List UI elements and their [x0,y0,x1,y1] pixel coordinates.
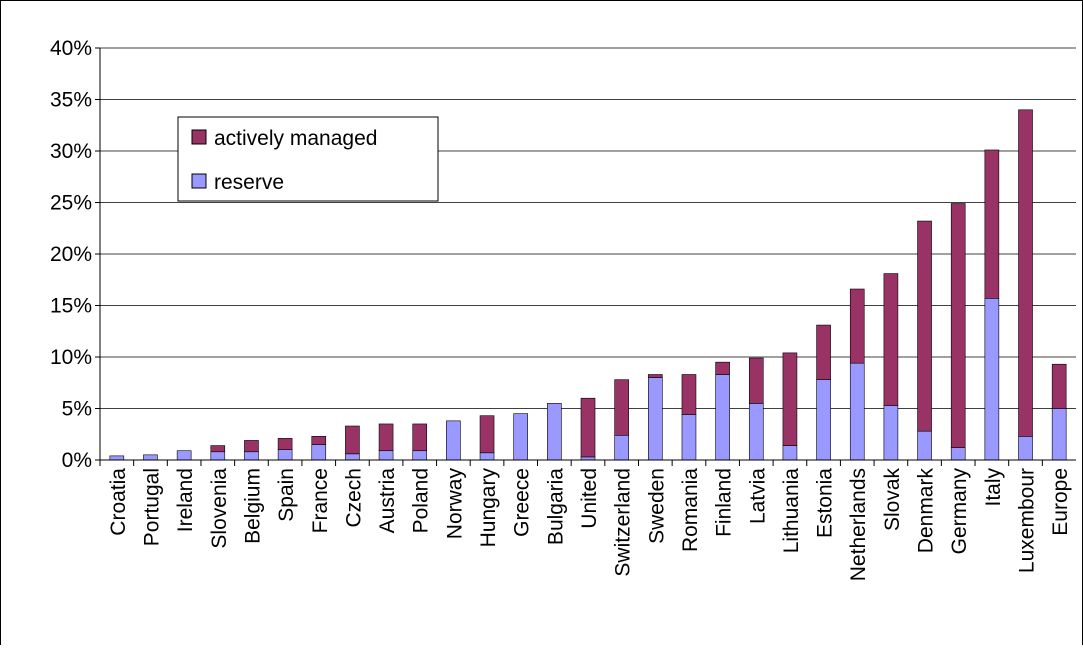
bar [311,436,327,445]
bar [513,413,528,461]
bar [782,445,798,461]
legend-box [177,116,439,202]
bar [748,357,764,404]
bar [648,377,663,461]
bar [210,451,226,461]
bar [849,288,865,364]
x-tick-label: Croatia [107,468,130,536]
bar [950,447,966,461]
x-tick-label: Sweden [645,468,668,544]
bar [345,453,360,461]
y-tick-label: 5% [62,398,92,421]
bar [176,450,192,461]
x-tick-label: Greece [511,468,534,537]
y-tick-label: 30% [50,140,92,163]
bar [1018,109,1033,437]
bar [109,455,125,461]
bar [849,362,865,461]
legend-swatch [191,173,207,189]
x-tick-label: Latvia [746,468,769,524]
bar [984,149,1000,299]
legend-swatch [191,129,207,145]
bar [614,379,629,436]
y-tick-label: 15% [50,295,92,318]
x-tick-label: France [309,468,332,533]
bar [883,405,899,461]
x-tick-label: Bulgaria [544,468,567,545]
bar [681,374,697,415]
y-tick-label: 25% [50,192,92,215]
x-tick-label: Luxembour [1016,468,1039,573]
bar [277,438,293,450]
y-tick-label: 10% [50,346,92,369]
x-tick-label: Czech [342,468,365,528]
bar [681,414,697,461]
bar [715,361,730,375]
y-tick-label: 40% [50,37,92,60]
y-tick-label: 0% [62,449,92,472]
bar [1051,408,1067,461]
bar [345,425,360,455]
x-tick-label: Italy [982,468,1005,507]
bar [143,454,158,461]
bar [412,450,428,461]
bar [614,434,629,461]
x-tick-label: Spain [275,468,298,522]
legend-label: reserve [214,171,284,194]
bar [748,403,764,461]
x-tick-label: Slovak [881,468,904,532]
y-tick-label: 20% [50,243,92,266]
x-tick-label: Europe [1049,468,1072,536]
x-tick-label: Switzerland [612,468,635,577]
x-tick-label: Austria [376,468,399,534]
x-tick-label: Romania [679,468,702,552]
bar [479,452,495,461]
x-tick-label: Ireland [174,468,197,532]
x-tick-label: Netherlands [847,468,870,581]
x-tick-label: Estonia [814,468,837,538]
bar [244,451,259,461]
x-tick-label: Germany [948,468,971,555]
bar [479,415,495,454]
bar [984,297,1000,461]
bar [446,420,461,461]
bar [883,273,899,406]
x-tick-label: Slovenia [208,468,231,549]
x-tick-label: Lithuania [780,468,803,554]
legend-label: actively managed [214,127,377,150]
bar [378,423,394,452]
bar [917,220,932,432]
bar [311,444,327,461]
bar [950,203,966,448]
x-tick-label: Finland [713,468,736,537]
bar [210,445,226,453]
bar [378,450,394,461]
x-tick-label: Denmark [915,468,938,554]
x-tick-label: Hungary [477,468,500,548]
x-tick-label: Portugal [140,468,163,546]
bar [782,352,798,446]
bar [244,440,259,453]
x-tick-label: Poland [410,468,433,533]
bar [1018,436,1033,461]
bar [917,430,932,461]
x-tick-label: Belgium [241,468,264,544]
bar [580,397,596,458]
bar [715,374,730,461]
y-tick-label: 35% [50,89,92,112]
bar [412,423,428,452]
x-tick-label: Norway [443,468,466,540]
bar [816,379,831,461]
bar [547,403,562,461]
bar [1051,363,1067,409]
bar [816,324,831,380]
bar [648,374,663,378]
bar [277,449,293,461]
x-tick-label: United [578,468,601,529]
